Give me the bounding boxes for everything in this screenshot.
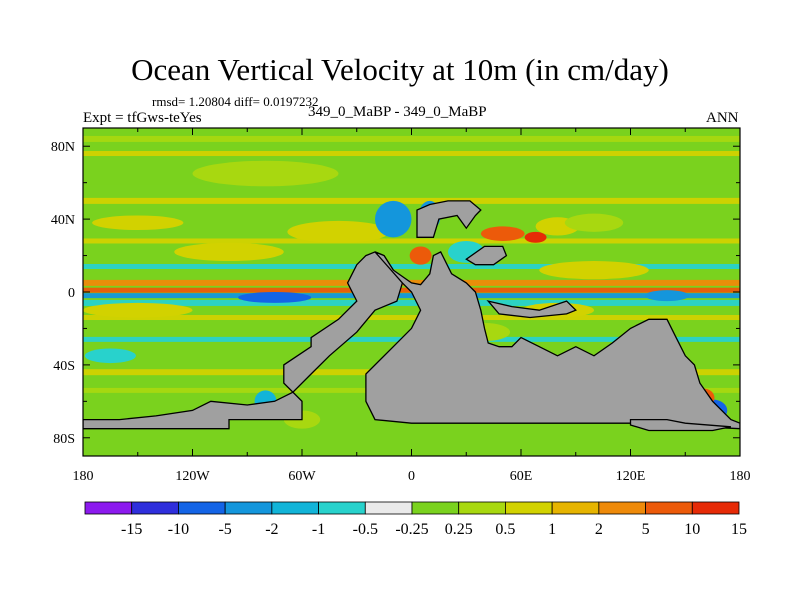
stats-label: rmsd= 1.20804 diff= 0.0197232	[152, 94, 319, 109]
x-tick-label: 120W	[175, 469, 210, 484]
colorbar-label: -10	[168, 521, 189, 538]
season-label: ANN	[706, 110, 739, 126]
colorbar-swatch	[645, 501, 693, 515]
colorbar-label: 1	[548, 521, 556, 538]
land-antarctic-islands	[629, 418, 732, 432]
colorbar-swatch	[598, 501, 646, 515]
x-tick-label: 120E	[616, 469, 646, 484]
comparison-label: 349_0_MaBP - 349_0_MaBP	[308, 104, 487, 120]
field-band	[83, 299, 740, 306]
field-blob	[524, 231, 547, 243]
field-band	[83, 238, 740, 244]
land-layer	[83, 200, 740, 432]
colorbar-label: 10	[684, 521, 700, 538]
y-tick-label: 40N	[51, 213, 75, 228]
land-asia-south	[486, 300, 577, 319]
field-blob	[83, 302, 193, 318]
field-blob	[480, 226, 525, 241]
colorbar-swatch	[458, 501, 506, 515]
x-tick-label: 180	[730, 469, 751, 484]
field-blob	[539, 261, 649, 280]
field-band	[83, 180, 740, 186]
colorbar-label: -5	[218, 521, 231, 538]
colorbar-swatch	[271, 501, 319, 515]
field-blob	[375, 200, 412, 238]
field-band	[83, 315, 740, 321]
colorbar-swatch	[691, 501, 740, 515]
land-africa	[365, 251, 740, 430]
colorbar-swatch	[411, 501, 460, 515]
field-band	[83, 263, 740, 269]
field-blob	[238, 292, 312, 303]
colorbar-label: -15	[121, 521, 142, 538]
x-tick-label: 60E	[510, 469, 533, 484]
y-tick-label: 80N	[51, 140, 75, 155]
colorbar-swatch	[505, 501, 553, 515]
colorbar-label: 0.5	[495, 521, 515, 538]
land-europe	[416, 200, 482, 238]
field-blob	[645, 290, 689, 302]
colorbar-label: -0.5	[353, 521, 378, 538]
chart-title: Ocean Vertical Velocity at 10m (in cm/da…	[131, 52, 669, 87]
colorbar-swatch	[178, 501, 226, 515]
field-blob	[409, 246, 432, 265]
colorbar-label: 2	[595, 521, 603, 538]
field-band	[83, 293, 740, 299]
field-blob	[174, 242, 284, 262]
colorbar-label: -1	[312, 521, 325, 538]
colorbar-label: -0.25	[395, 521, 428, 538]
colorbar: -15 -10 -5 -2 -1 -0.5 -0.25 0.25 0.5 1 2 5 10 15	[84, 501, 747, 538]
colorbar-label: -2	[265, 521, 278, 538]
axes-layer: 180 120W 60W 0 60E 120E 180 80N 40N 0 40S 80S	[51, 128, 751, 484]
field-band	[83, 151, 740, 157]
field-band	[83, 197, 740, 204]
field-blob	[192, 160, 339, 187]
field-blob	[84, 348, 136, 364]
colorbar-swatch	[84, 501, 133, 515]
field-blob	[564, 213, 624, 232]
y-tick-label: 40S	[53, 359, 75, 374]
colorbar-swatch	[364, 501, 413, 515]
colorbar-label: 0.25	[445, 521, 473, 538]
x-tick-label: 60W	[288, 469, 316, 484]
colorbar-swatch	[551, 501, 600, 515]
colorbar-label: 5	[642, 521, 650, 538]
x-tick-label: 0	[408, 469, 415, 484]
land-arabia	[465, 245, 508, 266]
colorbar-swatch	[131, 501, 179, 515]
field-blob	[92, 215, 184, 231]
colorbar-swatch	[318, 501, 366, 515]
colorbar-swatch	[224, 501, 273, 515]
x-tick-label: 180	[73, 469, 94, 484]
field-blob	[287, 220, 390, 243]
field-band	[83, 135, 740, 142]
y-tick-label: 0	[68, 286, 75, 301]
colorbar-label: 15	[731, 521, 747, 538]
y-tick-label: 80S	[53, 432, 75, 447]
experiment-label: Expt = tfGws-teYes	[83, 110, 202, 126]
